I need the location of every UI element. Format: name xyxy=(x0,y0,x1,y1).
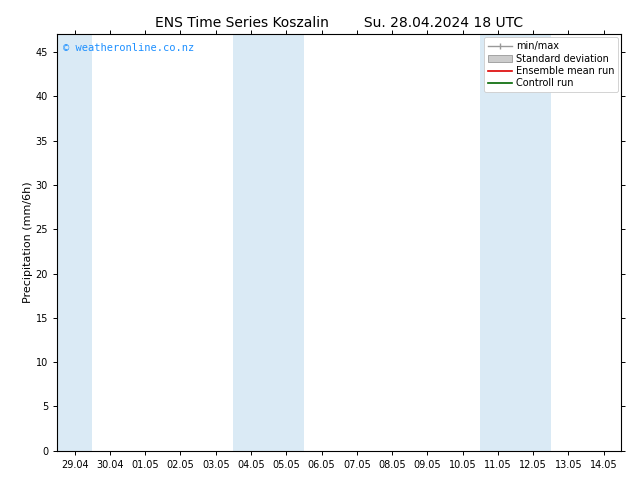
Text: © weatheronline.co.nz: © weatheronline.co.nz xyxy=(63,43,194,52)
Bar xyxy=(233,34,304,451)
Title: ENS Time Series Koszalin        Su. 28.04.2024 18 UTC: ENS Time Series Koszalin Su. 28.04.2024 … xyxy=(155,16,523,30)
Bar xyxy=(57,34,93,451)
Y-axis label: Precipitation (mm/6h): Precipitation (mm/6h) xyxy=(23,182,33,303)
Legend: min/max, Standard deviation, Ensemble mean run, Controll run: min/max, Standard deviation, Ensemble me… xyxy=(484,37,618,92)
Bar xyxy=(481,34,551,451)
